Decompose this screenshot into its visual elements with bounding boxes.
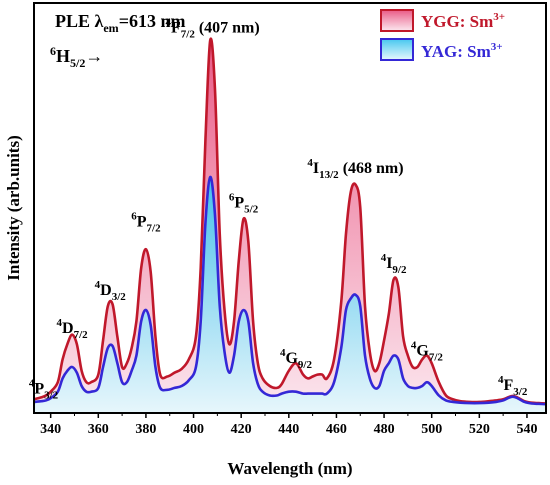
peak-label-sub: 5/2 — [244, 203, 259, 215]
peak-label-base: F — [171, 20, 181, 37]
peak-label-sub: 9/2 — [392, 264, 407, 276]
peak-label: 4I9/2 — [381, 252, 407, 276]
peak-label-wavelength: (468 nm) — [339, 160, 404, 177]
peak-label-base: I — [313, 160, 319, 177]
peak-label-sub: 3/2 — [513, 386, 528, 398]
x-tick-label: 480 — [374, 422, 395, 437]
peak-label-sub: 3/2 — [44, 390, 59, 402]
peak-label-pre: 4 — [29, 378, 35, 390]
x-tick-label: 440 — [278, 422, 299, 437]
peak-label: 4D3/2 — [95, 279, 127, 303]
peak-label-base: G — [416, 343, 429, 360]
peak-label-sub: 13/2 — [319, 169, 339, 181]
peak-label-pre: 4 — [307, 157, 313, 169]
legend-swatch-yag — [380, 38, 414, 61]
legend-label-ygg-sup: 3+ — [493, 11, 505, 23]
peak-label-sub: 7/2 — [429, 352, 444, 364]
ground-state-arrow: → — [85, 46, 103, 66]
plot-area — [34, 37, 546, 413]
x-tick-label: 540 — [516, 422, 537, 437]
peak-label-base: D — [100, 282, 112, 299]
x-axis-label: Wavelength (nm) — [227, 459, 352, 478]
series-yag-line — [34, 175, 546, 406]
peak-label-pre: 6 — [131, 210, 137, 222]
peak-label-base: F — [503, 377, 513, 394]
x-tick-label: 360 — [88, 422, 109, 437]
legend-label-ygg: YGG: Sm3+ — [421, 11, 505, 31]
ground-state-sub: 5/2 — [70, 56, 85, 70]
ple-label-sub: em — [103, 21, 118, 35]
peak-label-pre: 4 — [165, 17, 171, 29]
x-tick-label: 520 — [469, 422, 490, 437]
peak-label-base: G — [285, 350, 298, 367]
peak-label-sub: 9/2 — [298, 359, 313, 371]
peak-label-base: P — [137, 213, 147, 230]
plot-frame — [33, 2, 547, 414]
peak-label-sub: 7/2 — [74, 329, 89, 341]
peak-label-base: I — [386, 255, 392, 272]
peak-label: 6P7/2 — [131, 210, 161, 234]
x-tick-label: 340 — [40, 422, 61, 437]
legend-label-yag-text: YAG: Sm — [421, 42, 491, 61]
peak-label-base: P — [234, 194, 244, 211]
peak-label-pre: 6 — [229, 191, 235, 203]
y-axis-label: Intensity (arb.units) — [4, 135, 23, 280]
ple-label-suffix: =613 nm — [119, 11, 186, 31]
ground-state-label: 6H5/2→ — [50, 44, 103, 70]
header-annotation: PLE λem=613 nm 6H5/2→ — [50, 11, 185, 70]
peak-label: 4D7/2 — [57, 317, 89, 341]
series-ygg-line — [34, 37, 546, 405]
ple-label-prefix: PLE λ — [55, 11, 104, 31]
x-tick-label: 460 — [326, 422, 347, 437]
peak-label-sub: 7/2 — [181, 29, 196, 41]
legend-label-ygg-text: YGG: Sm — [421, 12, 493, 31]
peak-label-sub: 7/2 — [147, 222, 162, 234]
peak-label-pre: 4 — [95, 279, 101, 291]
legend-label-yag-sup: 3+ — [491, 41, 503, 53]
peak-label: 4P3/2 — [29, 378, 59, 402]
legend-swatch-ygg — [380, 9, 414, 32]
peak-label: 4F3/2 — [498, 374, 528, 398]
ple-label: PLE λem=613 nm — [55, 11, 185, 35]
peak-label: 4F7/2 (407 nm) — [165, 17, 259, 41]
peak-label-pre: 4 — [57, 317, 63, 329]
peak-label: 4I13/2 (468 nm) — [307, 157, 403, 181]
peak-label-pre: 4 — [411, 340, 417, 352]
x-tick-label: 400 — [183, 422, 204, 437]
peak-label-base: P — [34, 381, 44, 398]
peak-label-pre: 4 — [498, 374, 504, 386]
x-tick-label: 500 — [421, 422, 442, 437]
peak-label-base: D — [62, 320, 74, 337]
peak-label: 4G9/2 — [280, 347, 313, 371]
peak-label: 4G7/2 — [411, 340, 444, 364]
x-axis: 340 360 380 400 420 440 460 480 500 520 540 — [40, 413, 537, 437]
peak-label-pre: 4 — [381, 252, 387, 264]
peak-label-pre: 4 — [280, 347, 286, 359]
peak-label: 6P5/2 — [229, 191, 259, 215]
x-tick-label: 380 — [135, 422, 156, 437]
legend-label-yag: YAG: Sm3+ — [421, 41, 503, 61]
peak-label-wavelength: (407 nm) — [195, 20, 260, 37]
legend: YGG: Sm3+ YAG: Sm3+ — [380, 9, 505, 61]
ground-state-pre-sup: 6 — [50, 44, 56, 58]
peak-label-sub: 3/2 — [112, 291, 127, 303]
ground-state-base: H — [56, 46, 70, 66]
x-tick-label: 420 — [231, 422, 252, 437]
